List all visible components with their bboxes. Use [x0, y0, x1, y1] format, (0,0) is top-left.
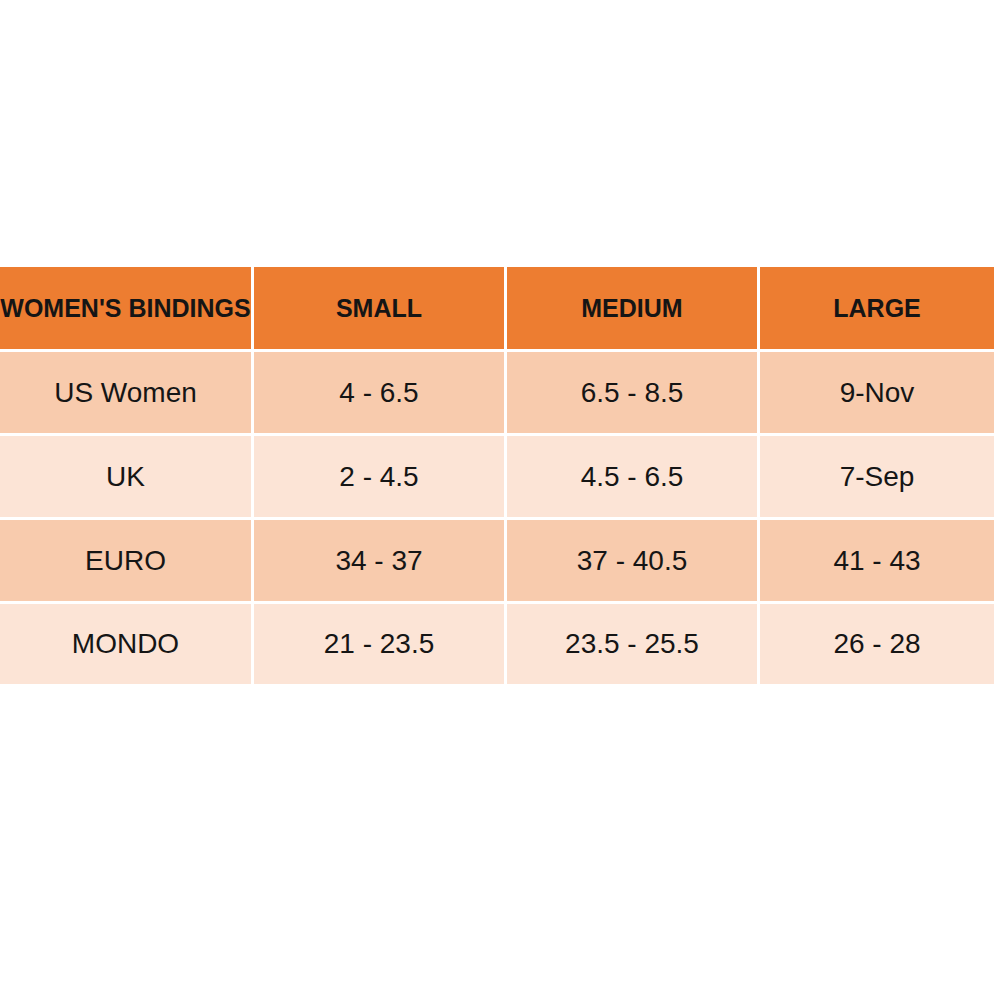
row-label-mondo: MONDO [0, 604, 251, 684]
row-label-uk: UK [0, 436, 251, 517]
column-header-medium: MEDIUM [507, 267, 757, 349]
table-cell-uk-medium: 4.5 - 6.5 [507, 436, 757, 517]
column-header-small: SMALL [254, 267, 504, 349]
table-cell-us-women-large: 9-Nov [760, 352, 994, 433]
table-cell-euro-large: 41 - 43 [760, 520, 994, 601]
row-label-us-women: US Women [0, 352, 251, 433]
table-cell-uk-small: 2 - 4.5 [254, 436, 504, 517]
table-cell-mondo-large: 26 - 28 [760, 604, 994, 684]
table-cell-euro-small: 34 - 37 [254, 520, 504, 601]
womens-bindings-size-table: WOMEN'S BINDINGS SMALL MEDIUM LARGE US W… [0, 267, 994, 684]
table-cell-mondo-small: 21 - 23.5 [254, 604, 504, 684]
column-header-large: LARGE [760, 267, 994, 349]
table-cell-us-women-small: 4 - 6.5 [254, 352, 504, 433]
table-cell-euro-medium: 37 - 40.5 [507, 520, 757, 601]
table-cell-mondo-medium: 23.5 - 25.5 [507, 604, 757, 684]
table-cell-uk-large: 7-Sep [760, 436, 994, 517]
column-header-womens-bindings: WOMEN'S BINDINGS [0, 267, 251, 349]
page-background: WOMEN'S BINDINGS SMALL MEDIUM LARGE US W… [0, 0, 1000, 1000]
row-label-euro: EURO [0, 520, 251, 601]
table-cell-us-women-medium: 6.5 - 8.5 [507, 352, 757, 433]
